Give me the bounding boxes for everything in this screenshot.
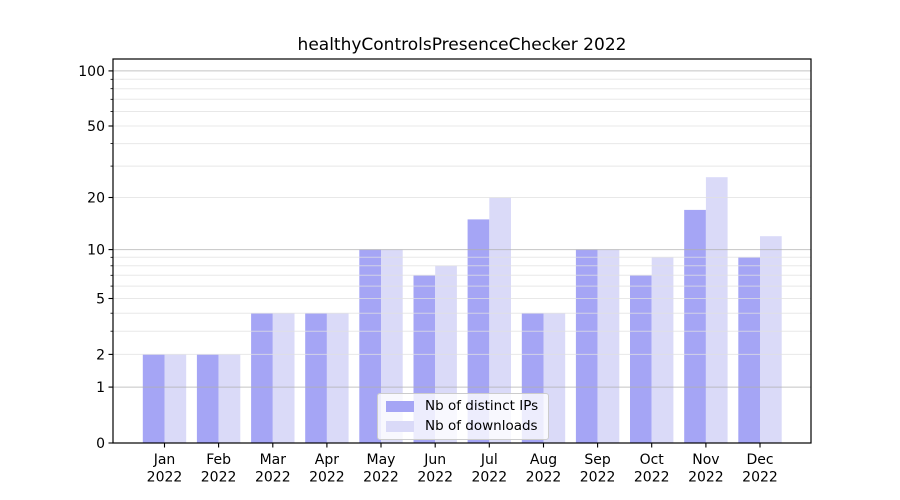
y-tick-label-10: 10 [87,243,105,259]
bar-jul-downloads [489,197,511,443]
x-tick-label-apr: Apr [315,452,339,468]
x-tick-year-jul: 2022 [471,470,507,486]
x-tick-label-nov: Nov [692,452,719,468]
x-tick-year-dec: 2022 [742,470,778,486]
bar-may-distinct-ips [359,249,381,443]
x-tick-year-oct: 2022 [634,470,670,486]
plot-border [112,58,812,444]
y-tick-label-0: 0 [96,436,105,452]
y-tick-label-20: 20 [87,191,105,207]
x-tick-label-mar: Mar [260,452,287,468]
bar-jan-distinct-ips [142,354,165,443]
x-tick-year-jun: 2022 [417,470,453,486]
legend-item: Nb of distinct IPs [386,398,539,414]
y-tick-label-2: 2 [96,347,105,363]
x-tick-label-aug: Aug [530,452,557,468]
bar-oct-downloads [651,257,674,443]
x-tick-year-mar: 2022 [255,470,291,486]
bar-mar-distinct-ips [251,313,273,443]
x-tick-label-jul: Jul [480,452,498,468]
bar-mar-downloads [272,313,295,443]
y-tick-label-5: 5 [96,292,105,308]
x-tick-label-sep: Sep [584,452,611,468]
legend-swatch-icon [386,420,414,432]
y-tick-label-50: 50 [87,119,105,135]
x-tick-label-feb: Feb [206,452,231,468]
x-tick-year-feb: 2022 [201,470,237,486]
bar-sep-distinct-ips [575,249,598,443]
y-tick-label-1: 1 [96,380,105,396]
x-tick-label-dec: Dec [746,452,773,468]
chart-title: healthyControlsPresenceChecker 2022 [297,35,627,55]
bar-apr-downloads [326,313,349,443]
bar-apr-distinct-ips [305,313,327,443]
x-tick-year-jan: 2022 [147,470,183,486]
x-tick-year-apr: 2022 [309,470,345,486]
legend-item: Nb of downloads [386,417,538,434]
bar-dec-downloads [760,236,782,443]
x-tick-year-may: 2022 [363,470,399,486]
x-tick-label-jun: Jun [423,452,446,468]
x-tick-year-nov: 2022 [688,470,724,486]
bar-dec-distinct-ips [738,257,760,443]
bar-feb-distinct-ips [196,354,219,443]
x-tick-year-aug: 2022 [526,470,562,486]
bar-nov-downloads [705,177,728,443]
bar-nov-distinct-ips [684,209,706,443]
bar-oct-distinct-ips [630,275,652,443]
x-tick-label-may: May [367,452,396,468]
bar-jan-downloads [164,354,187,443]
x-tick-label-jan: Jan [153,452,176,468]
legend-label: Nb of distinct IPs [425,398,539,414]
y-tick-label-100: 100 [78,64,105,80]
legend-label: Nb of downloads [425,417,538,434]
bar-sep-downloads [597,249,620,443]
bar-feb-downloads [218,354,241,443]
x-tick-label-oct: Oct [640,452,665,468]
x-tick-year-sep: 2022 [580,470,616,486]
chart-legend: Nb of distinct IPs Nb of downloads [377,393,550,440]
legend-swatch-icon [386,401,414,413]
